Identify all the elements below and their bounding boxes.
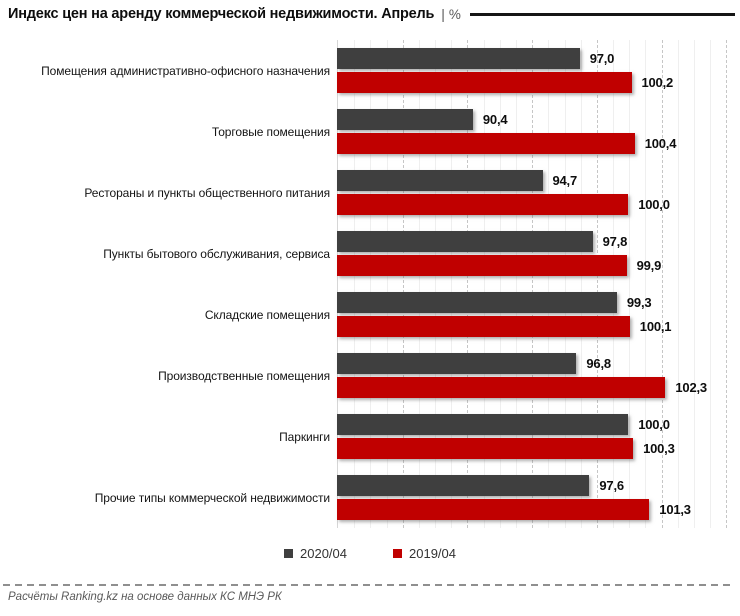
- value-label: 97,6: [599, 478, 624, 493]
- legend-item-2020-04: 2020/04: [284, 546, 347, 561]
- value-label: 100,0: [638, 197, 670, 212]
- bar-2019-04: [337, 499, 650, 520]
- category-group: Помещения административно-офисного назна…: [0, 40, 740, 101]
- bar-2019-04: [337, 194, 629, 215]
- value-label: 100,4: [644, 136, 677, 151]
- value-label: 90,4: [482, 112, 508, 127]
- category-group: Производственные помещения 96,8 102,3: [0, 345, 740, 406]
- legend: 2020/04 2019/04: [0, 546, 740, 561]
- value-label: 100,0: [638, 417, 670, 432]
- value-label: 99,9: [636, 258, 662, 273]
- bar-2020-04: [337, 353, 577, 374]
- category-label: Пункты бытового обслуживания, сервиса: [103, 246, 330, 261]
- value-label: 97,0: [589, 51, 615, 66]
- plot-area: [337, 40, 736, 528]
- title-unit-label: %: [448, 6, 461, 22]
- category-groups: Помещения административно-офисного назна…: [0, 40, 740, 528]
- category-label: Производственные помещения: [158, 368, 330, 383]
- category-group: Прочие типы коммерческой недвижимости 97…: [0, 467, 740, 528]
- value-label: 100,1: [639, 319, 672, 334]
- bar-2019-04: [337, 377, 666, 398]
- bar-2019-04: [337, 255, 627, 276]
- value-label: 96,8: [586, 356, 611, 371]
- bar-2020-04: [337, 109, 473, 130]
- bar-2019-04: [337, 72, 632, 93]
- value-label: 101,3: [659, 502, 691, 517]
- bar-2020-04: [337, 170, 543, 191]
- bar-2020-04: [337, 475, 590, 496]
- value-label: 100,3: [643, 441, 675, 456]
- bar-chart: Помещения административно-офисного назна…: [0, 40, 740, 528]
- bar-2020-04: [337, 292, 617, 313]
- bar-2020-04: [337, 231, 593, 252]
- category-group: Складские помещения 99,3 100,1: [0, 284, 740, 345]
- bar-2019-04: [337, 438, 634, 459]
- footer-dashed-rule: [3, 584, 735, 586]
- legend-label-2020-04: 2020/04: [300, 546, 347, 561]
- title-bar: Индекс цен на аренду коммерческой недвиж…: [8, 3, 735, 25]
- value-label: 97,8: [602, 234, 628, 249]
- title-rule-line: [469, 12, 735, 16]
- category-group: Пункты бытового обслуживания, сервиса 97…: [0, 223, 740, 284]
- legend-label-2019-04: 2019/04: [409, 546, 456, 561]
- bar-2020-04: [337, 48, 580, 69]
- category-label: Помещения административно-офисного назна…: [41, 63, 330, 78]
- value-label: 94,7: [552, 173, 578, 188]
- page-title: Индекс цен на аренду коммерческой недвиж…: [8, 6, 435, 22]
- bar-2019-04: [337, 316, 630, 337]
- category-label: Складские помещения: [204, 307, 330, 322]
- category-label: Торговые помещения: [211, 124, 330, 139]
- bar-2019-04: [337, 133, 635, 154]
- value-label: 102,3: [675, 380, 707, 395]
- category-label: Рестораны и пункты общественного питания: [84, 185, 330, 200]
- legend-item-2019-04: 2019/04: [393, 546, 456, 561]
- value-label: 99,3: [626, 295, 652, 310]
- legend-swatch-2019-04: [393, 549, 402, 558]
- category-group: Торговые помещения 90,4 100,4: [0, 101, 740, 162]
- bar-2020-04: [337, 414, 629, 435]
- category-label: Паркинги: [279, 429, 330, 444]
- category-group: Рестораны и пункты общественного питания…: [0, 162, 740, 223]
- category-label: Прочие типы коммерческой недвижимости: [94, 490, 330, 505]
- title-separator: |: [441, 6, 445, 22]
- category-group: Паркинги 100,0 100,3: [0, 406, 740, 467]
- source-note: Расчёты Ranking.kz на основе данных КС М…: [8, 591, 282, 603]
- legend-swatch-2020-04: [284, 549, 293, 558]
- value-label: 100,2: [641, 75, 674, 90]
